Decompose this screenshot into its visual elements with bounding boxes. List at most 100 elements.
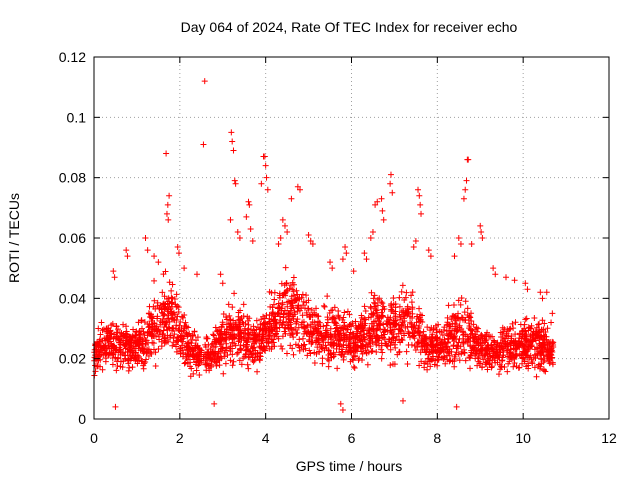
data-point bbox=[523, 315, 530, 322]
data-point bbox=[212, 351, 219, 358]
data-point bbox=[279, 320, 286, 327]
data-point bbox=[370, 295, 377, 302]
data-point bbox=[478, 350, 485, 357]
data-point bbox=[512, 319, 519, 326]
data-point bbox=[503, 332, 510, 339]
data-point bbox=[177, 344, 184, 351]
data-point bbox=[436, 335, 443, 342]
data-point bbox=[401, 297, 408, 304]
data-point bbox=[325, 347, 332, 354]
data-point bbox=[534, 344, 541, 351]
data-point bbox=[151, 346, 158, 353]
data-point bbox=[397, 328, 404, 335]
data-point bbox=[249, 238, 256, 245]
data-point bbox=[427, 253, 434, 260]
data-point bbox=[340, 342, 347, 349]
data-point bbox=[352, 322, 359, 329]
data-point bbox=[529, 360, 536, 367]
data-point bbox=[140, 328, 147, 335]
data-point bbox=[285, 298, 292, 305]
data-point bbox=[327, 334, 334, 341]
data-point bbox=[241, 325, 248, 332]
data-point bbox=[120, 321, 127, 328]
data-point bbox=[306, 347, 313, 354]
data-point bbox=[368, 326, 375, 333]
data-point bbox=[158, 343, 165, 350]
data-point bbox=[246, 201, 253, 208]
data-point bbox=[324, 356, 331, 363]
data-point bbox=[355, 334, 362, 341]
data-point bbox=[512, 331, 519, 338]
data-point bbox=[304, 305, 311, 312]
data-point bbox=[156, 328, 163, 335]
data-point bbox=[305, 231, 312, 238]
data-point bbox=[200, 141, 207, 148]
data-point bbox=[446, 346, 453, 353]
data-point bbox=[114, 358, 121, 365]
data-point bbox=[317, 330, 324, 337]
data-point bbox=[232, 180, 239, 187]
data-point bbox=[227, 357, 234, 364]
data-point bbox=[522, 280, 529, 287]
data-point bbox=[346, 311, 353, 318]
data-point bbox=[454, 327, 461, 334]
axis-ticks bbox=[93, 56, 610, 420]
data-point bbox=[268, 345, 275, 352]
data-point bbox=[468, 310, 475, 317]
data-point bbox=[468, 241, 475, 248]
data-point bbox=[455, 343, 462, 350]
data-point bbox=[456, 335, 463, 342]
y-tick-labels: 0 0.02 0.04 0.06 0.08 0.1 0.12 bbox=[59, 49, 86, 427]
data-point bbox=[290, 274, 297, 281]
data-point bbox=[259, 337, 266, 344]
data-point bbox=[179, 338, 186, 345]
data-point bbox=[430, 326, 437, 333]
data-point bbox=[319, 355, 326, 362]
data-point bbox=[387, 346, 394, 353]
data-point bbox=[500, 345, 507, 352]
data-point bbox=[412, 238, 419, 245]
data-point bbox=[520, 342, 527, 349]
data-point bbox=[354, 326, 361, 333]
data-point bbox=[359, 338, 366, 345]
data-point bbox=[293, 318, 300, 325]
data-point bbox=[279, 333, 286, 340]
data-point bbox=[418, 358, 425, 365]
data-point bbox=[304, 352, 311, 359]
data-point bbox=[413, 319, 420, 326]
data-point bbox=[159, 331, 166, 338]
data-point bbox=[499, 354, 506, 361]
data-point bbox=[296, 336, 303, 343]
data-point bbox=[411, 325, 418, 332]
data-point bbox=[194, 271, 200, 278]
data-point bbox=[207, 346, 214, 353]
data-point bbox=[187, 373, 194, 380]
data-point bbox=[462, 298, 469, 305]
data-point bbox=[349, 320, 356, 327]
data-point bbox=[259, 331, 266, 338]
data-point bbox=[122, 330, 129, 337]
data-point bbox=[510, 345, 517, 352]
data-point bbox=[288, 293, 295, 300]
data-point bbox=[204, 360, 211, 367]
data-point bbox=[280, 314, 287, 321]
data-point bbox=[196, 372, 203, 379]
data-point bbox=[230, 147, 237, 154]
data-point bbox=[164, 201, 171, 208]
data-point bbox=[390, 335, 397, 342]
data-point bbox=[256, 352, 263, 359]
data-point bbox=[254, 368, 261, 375]
data-point bbox=[492, 348, 499, 355]
data-point bbox=[389, 189, 396, 196]
data-point bbox=[425, 351, 432, 358]
data-point bbox=[484, 357, 491, 364]
data-point bbox=[155, 345, 162, 352]
data-point bbox=[358, 314, 365, 321]
data-point bbox=[271, 296, 278, 303]
data-point bbox=[169, 342, 176, 349]
data-point bbox=[271, 326, 278, 333]
data-point bbox=[229, 304, 236, 311]
data-point bbox=[92, 362, 99, 369]
